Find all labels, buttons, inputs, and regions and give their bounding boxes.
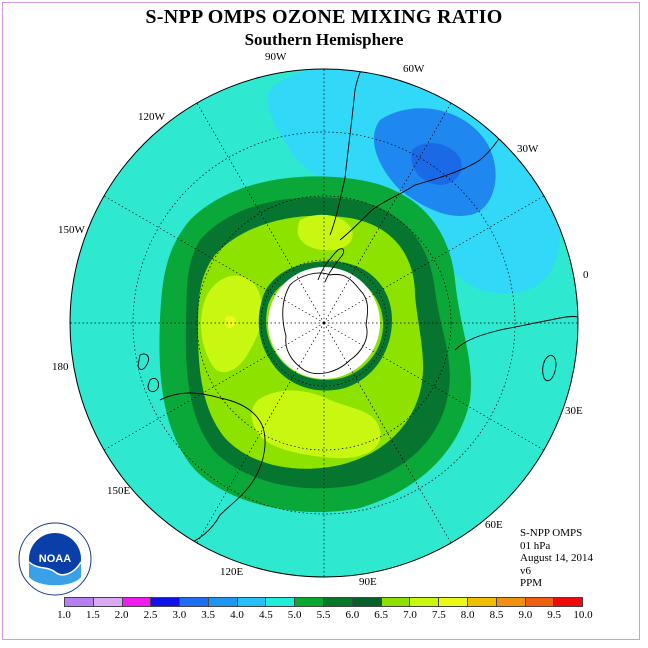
product-info: S-NPP OMPS 01 hPa August 14, 2014 v6 PPM: [520, 527, 593, 590]
south-pole-point: [322, 321, 326, 325]
lon-label-0: 0: [583, 269, 589, 281]
colorbar-tick-label: 8.0: [460, 609, 475, 621]
colorbar-swatch: [554, 598, 583, 606]
colorbar-tick-label: 2.5: [143, 609, 158, 621]
south-america-coastline: [329, 69, 506, 241]
info-instrument: S-NPP OMPS: [520, 527, 583, 539]
colorbar-swatch: [410, 598, 440, 606]
latitude-circle: [196, 195, 452, 451]
colorbar-ticks: 1.0 1.5 2.0 2.5 3.0 3.5 4.0 4.5 5.0 5.5 6.0 6.5 7.0 7…: [0, 609, 648, 623]
colorbar-tick-label: 7.5: [431, 609, 446, 621]
colorbar-swatch: [237, 598, 267, 606]
colorbar-swatch: [439, 598, 468, 606]
colorbar-tick-label: 9.5: [547, 609, 562, 621]
lon-label-30w: 30W: [517, 143, 539, 155]
ozone-region-7-5: [225, 315, 236, 329]
africa-coastline: [454, 316, 578, 351]
colorbar-tick-label: 6.5: [374, 609, 389, 621]
ozone-region-7-0-c: [297, 214, 353, 251]
lon-label-90e: 90E: [359, 576, 377, 588]
antarctic-peninsula-coastline: [317, 248, 345, 283]
colorbar: [64, 597, 583, 607]
lon-label-150w: 150W: [58, 224, 86, 236]
colorbar-swatch: [93, 598, 123, 606]
colorbar-swatch: [180, 598, 209, 606]
madagascar-coastline: [542, 354, 557, 382]
colorbar-tick-label: 6.0: [345, 609, 360, 621]
colorbar-tick-label: 4.5: [258, 609, 273, 621]
lon-label-150e: 150E: [107, 485, 131, 497]
colorbar-tick-label: 10.0: [573, 609, 593, 621]
antarctica-coastline: [282, 272, 369, 374]
colorbar-swatch: [122, 598, 152, 606]
colorbar-tick-label: 3.0: [172, 609, 187, 621]
lon-label-60e: 60E: [485, 519, 503, 531]
colorbar-swatch: [324, 598, 353, 606]
noaa-logo-icon: NOAA: [18, 522, 92, 596]
colorbar-tick-label: 7.0: [403, 609, 417, 621]
lon-label-180: 180: [52, 361, 69, 373]
figure-frame: [2, 2, 640, 640]
colorbar-swatch: [525, 598, 555, 606]
colorbar-tick-label: 1.5: [85, 609, 100, 621]
latitude-circle: [260, 259, 388, 387]
latitude-circle: [132, 131, 516, 515]
colorbar-tick-label: 2.0: [114, 609, 129, 621]
colorbar-tick-label: 9.0: [518, 609, 533, 621]
colorbar-tick-label: 3.5: [201, 609, 216, 621]
colorbar-swatch: [381, 598, 411, 606]
colorbar-tick-label: 5.5: [316, 609, 331, 621]
ozone-region-7-0-b: [251, 390, 381, 459]
colorbar-swatch: [295, 598, 325, 606]
map-title: S-NPP OMPS OZONE MIXING RATIO: [145, 6, 503, 28]
colorbar-tick-label: 5.0: [287, 609, 302, 621]
info-version: v6: [520, 564, 531, 577]
colorbar-tick-label: 8.5: [489, 609, 504, 621]
colorbar-swatch: [496, 598, 526, 606]
colorbar-swatch: [208, 598, 238, 606]
graticule: [70, 69, 578, 577]
colorbar-swatch: [65, 598, 94, 606]
colorbar-swatch: [467, 598, 497, 606]
longitude-labels: 90W 60W 30W 0 30E 60E 90E 120E 150E 180 …: [52, 51, 589, 588]
lon-label-90w: 90W: [265, 51, 287, 63]
info-units: PPM: [520, 577, 543, 589]
ozone-field: [70, 69, 578, 577]
new-zealand-coastline: [137, 353, 159, 393]
colorbar-tick-label: 1.0: [57, 609, 71, 621]
colorbar-tick-label: 4.0: [230, 609, 244, 621]
info-level: 01 hPa: [520, 539, 551, 552]
map-subtitle: Southern Hemisphere: [244, 30, 404, 49]
colorbar-swatch: [266, 598, 296, 606]
info-date: August 14, 2014: [520, 552, 594, 564]
colorbar-swatch: [151, 598, 181, 606]
map-boundary: [69, 68, 579, 578]
colorbar-swatch: [352, 598, 382, 606]
lon-label-120e: 120E: [220, 566, 244, 578]
svg-text:NOAA: NOAA: [39, 553, 71, 565]
lon-label-30e: 30E: [565, 405, 583, 417]
lon-label-60w: 60W: [403, 63, 425, 75]
lon-label-120w: 120W: [138, 111, 166, 123]
